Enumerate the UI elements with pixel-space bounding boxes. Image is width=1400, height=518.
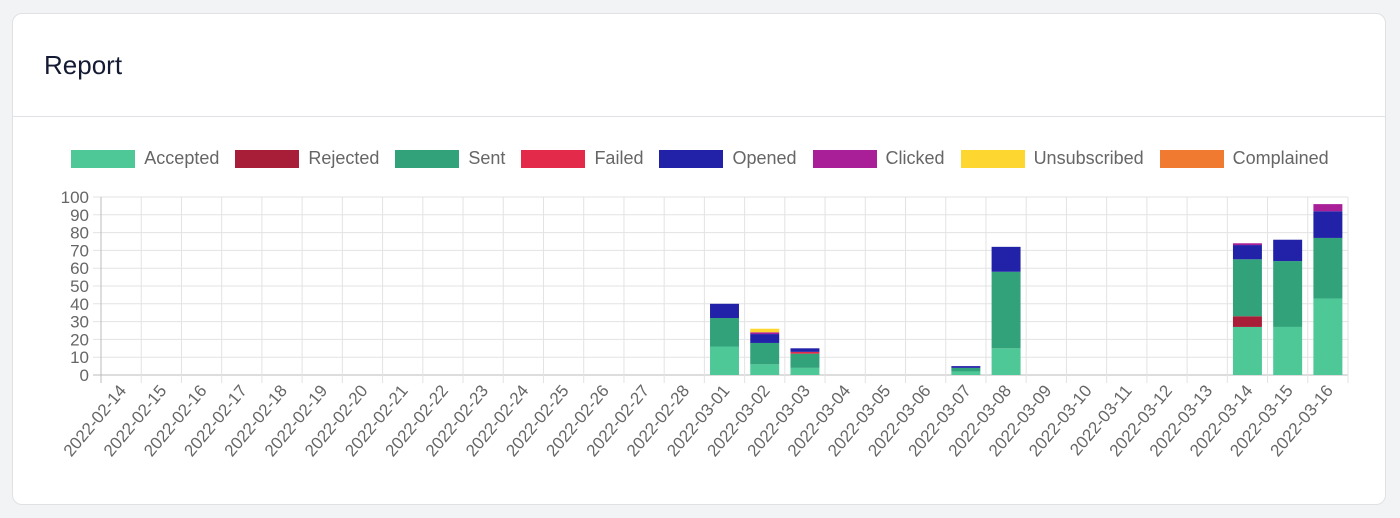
y-tick-label: 80	[70, 224, 89, 243]
legend-item-opened[interactable]: Opened	[659, 148, 797, 169]
bar-segment-sent[interactable]	[1273, 261, 1303, 327]
bar-segment-opened[interactable]	[1313, 211, 1343, 238]
page-title: Report	[44, 49, 123, 80]
bar-segment-clicked[interactable]	[1313, 204, 1343, 212]
y-tick-label: 90	[70, 206, 89, 225]
legend-swatch	[960, 149, 1025, 168]
legend-label: Clicked	[885, 148, 945, 168]
bar-segment-accepted[interactable]	[1313, 298, 1343, 375]
legend-item-rejected[interactable]: Rejected	[235, 148, 379, 169]
legend-swatch	[521, 149, 586, 168]
y-tick-label: 10	[70, 348, 89, 367]
y-tick-label: 0	[80, 366, 89, 385]
bar-segment-accepted[interactable]	[1273, 326, 1303, 375]
bar-segment-opened[interactable]	[750, 334, 780, 343]
bar-segment-opened[interactable]	[790, 348, 820, 352]
legend-label: Rejected	[308, 148, 380, 168]
legend-swatch	[395, 149, 460, 168]
legend-label: Failed	[594, 148, 644, 168]
legend-swatch	[659, 149, 724, 168]
y-tick-label: 20	[70, 330, 89, 349]
y-tick-label: 40	[70, 295, 89, 314]
bar-segment-opened[interactable]	[1232, 245, 1262, 260]
bar-segment-sent[interactable]	[991, 271, 1021, 349]
bar-segment-clicked[interactable]	[1232, 243, 1262, 246]
bar-segment-opened[interactable]	[710, 303, 739, 319]
legend-label: Unsubscribed	[1033, 148, 1144, 168]
legend-label: Opened	[732, 148, 797, 168]
bar-segment-unsubscribed[interactable]	[750, 328, 780, 333]
legend-swatch	[812, 149, 877, 168]
legend-item-failed[interactable]: Failed	[521, 148, 643, 169]
bar-segment-clicked[interactable]	[750, 332, 780, 335]
card-header: Report	[13, 14, 1385, 117]
bar-segment-accepted[interactable]	[710, 346, 739, 375]
legend-swatch	[71, 149, 136, 168]
bar-segment-accepted[interactable]	[991, 348, 1021, 375]
bar-segment-sent[interactable]	[790, 353, 820, 368]
bar-segment-accepted[interactable]	[951, 371, 981, 375]
bar-segment-failed[interactable]	[790, 351, 820, 354]
bar-segment-accepted[interactable]	[750, 364, 780, 375]
bar-segment-sent[interactable]	[710, 318, 739, 347]
report-card: Report	[12, 13, 1386, 505]
y-tick-label: 70	[70, 241, 89, 260]
legend-swatch	[235, 149, 300, 168]
bar-segment-sent[interactable]	[750, 342, 780, 365]
bar-segment-sent[interactable]	[1313, 237, 1343, 299]
bar-segment-accepted[interactable]	[790, 367, 820, 375]
bar-segment-opened[interactable]	[951, 366, 981, 368]
y-tick-label: 50	[70, 277, 89, 296]
legend-swatch	[1159, 149, 1224, 168]
bar-segment-accepted[interactable]	[1232, 326, 1262, 375]
legend-item-sent[interactable]: Sent	[395, 148, 505, 169]
y-tick-label: 60	[70, 259, 89, 278]
bar-segment-sent[interactable]	[951, 367, 981, 372]
legend-item-complained[interactable]: Complained	[1159, 148, 1329, 169]
chart-legend: Accepted Rejected Sent Failed Opened Clicked U…	[0, 148, 1400, 169]
bar-segment-sent[interactable]	[1232, 259, 1262, 317]
bar-segment-opened[interactable]	[1273, 239, 1303, 262]
legend-label: Sent	[468, 148, 506, 168]
legend-label: Accepted	[144, 148, 220, 168]
legend-item-unsubscribed[interactable]: Unsubscribed	[960, 148, 1144, 169]
legend-item-clicked[interactable]: Clicked	[812, 148, 945, 169]
legend-label: Complained	[1232, 148, 1329, 168]
y-tick-label: 30	[70, 313, 89, 332]
y-tick-label: 100	[61, 188, 89, 207]
bar-segment-rejected[interactable]	[1232, 316, 1262, 327]
legend-item-accepted[interactable]: Accepted	[71, 148, 219, 169]
bar-segment-opened[interactable]	[991, 246, 1021, 272]
